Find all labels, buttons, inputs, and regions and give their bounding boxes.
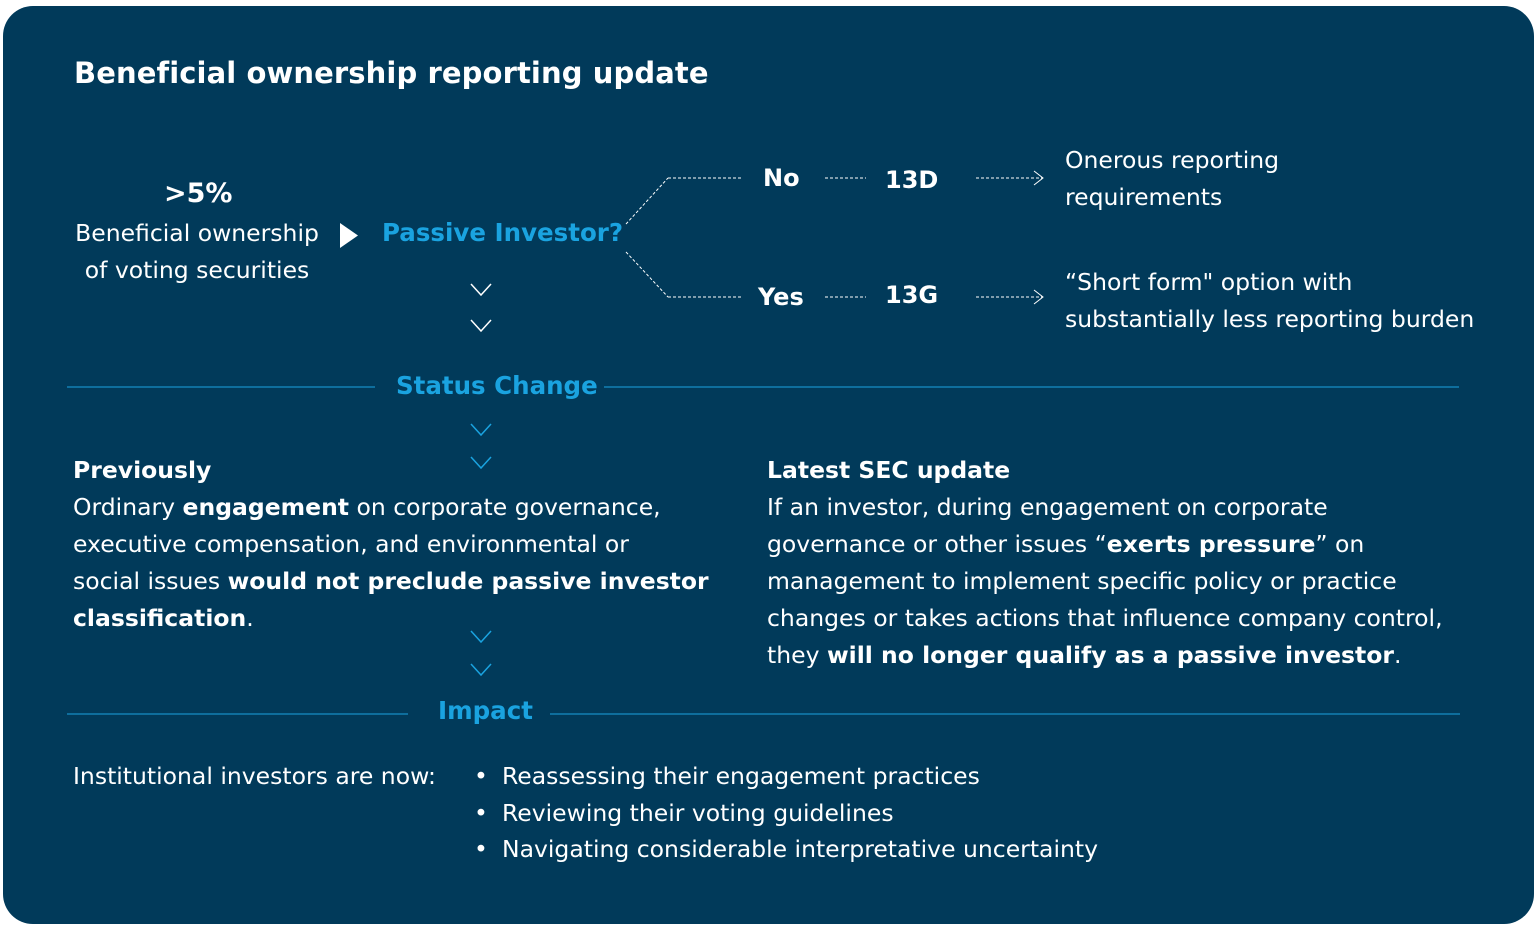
result-13g-line-1: “Short form" option with: [1065, 268, 1353, 296]
threshold-value: >5%: [164, 178, 233, 209]
branch-line-no: [625, 177, 669, 225]
branch-line-yes: [625, 251, 669, 298]
latest-line-3: management to implement specific policy …: [767, 567, 1397, 595]
form-13g: 13G: [885, 281, 939, 309]
result-13d-line-2: requirements: [1065, 183, 1223, 211]
list-item: Reassessing their engagement practices: [474, 758, 1098, 795]
chevron-down-icon: [470, 423, 492, 437]
threshold-line-2: of voting securities: [84, 256, 310, 284]
impact-lead: Institutional investors are now:: [73, 762, 436, 790]
threshold-line-1: Beneficial ownership: [75, 219, 319, 247]
arrow-13d-head-icon: [1033, 170, 1044, 186]
form-13d: 13D: [885, 166, 939, 194]
latest-line-1: If an investor, during engagement on cor…: [767, 493, 1328, 521]
result-13g: “Short form" option with substantially l…: [1065, 264, 1474, 338]
passive-investor-question: Passive Investor?: [382, 218, 624, 247]
result-13d-line-1: Onerous reporting: [1065, 146, 1280, 174]
latest-line-5: they will no longer qualify as a passive…: [767, 641, 1402, 669]
chevron-down-icon: [470, 456, 492, 470]
arrow-13g-head-icon: [1033, 289, 1044, 305]
right-triangle-arrow-icon: [340, 223, 358, 248]
chevron-down-icon: [470, 630, 492, 644]
latest-line-4: changes or takes actions that influence …: [767, 604, 1443, 632]
no-longer-qualify-emphasis: will no longer qualify as a passive inve…: [826, 641, 1394, 669]
engagement-emphasis: engagement: [182, 493, 350, 521]
page-title: Beneficial ownership reporting update: [74, 56, 709, 90]
previously-line-2: executive compensation, and environmenta…: [73, 530, 629, 558]
status-change-label: Status Change: [396, 371, 598, 400]
would-not-preclude-emphasis: would not preclude passive investor: [227, 567, 709, 595]
chevron-down-icon: [470, 283, 492, 297]
previously-line-4: classification.: [73, 604, 254, 632]
chevron-down-icon: [470, 663, 492, 677]
latest-sec-update-block: Latest SEC update If an investor, during…: [767, 452, 1443, 674]
chevron-down-icon: [470, 319, 492, 333]
exerts-pressure-emphasis: exerts pressure: [1106, 530, 1316, 558]
previously-block: Previously Ordinary engagement on corpor…: [73, 452, 709, 637]
latest-line-2: governance or other issues “exerts press…: [767, 530, 1365, 558]
previously-line-1: Ordinary engagement on corporate governa…: [73, 493, 661, 521]
list-item: Reviewing their voting guidelines: [474, 795, 1098, 832]
impact-label: Impact: [438, 696, 533, 725]
answer-no: No: [763, 164, 800, 192]
impact-bullet-list: Reassessing their engagement practices R…: [474, 758, 1098, 868]
latest-heading: Latest SEC update: [767, 456, 1011, 484]
answer-yes: Yes: [758, 283, 804, 311]
result-13g-line-2: substantially less reporting burden: [1065, 305, 1475, 333]
previously-line-3: social issues would not preclude passive…: [73, 567, 709, 595]
threshold-description: Beneficial ownership of voting securitie…: [60, 215, 334, 289]
result-13d: Onerous reporting requirements: [1065, 142, 1279, 216]
previously-heading: Previously: [73, 456, 212, 484]
classification-emphasis: classification: [73, 604, 247, 632]
list-item: Navigating considerable interpretative u…: [474, 831, 1098, 868]
